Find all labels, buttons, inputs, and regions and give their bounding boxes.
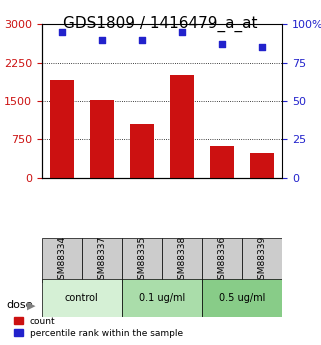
Text: ▶: ▶ — [27, 300, 36, 310]
FancyBboxPatch shape — [202, 238, 242, 283]
Text: dose: dose — [6, 300, 33, 310]
Text: control: control — [65, 294, 99, 303]
Bar — [130, 124, 154, 178]
Point — [100, 37, 105, 42]
FancyBboxPatch shape — [42, 238, 82, 283]
Bar — [210, 146, 234, 178]
Bar — [250, 153, 274, 178]
Text: 0.1 ug/ml: 0.1 ug/ml — [139, 294, 185, 303]
Legend: count, percentile rank within the sample: count, percentile rank within the sample — [11, 314, 186, 341]
Text: GSM88336: GSM88336 — [218, 236, 227, 285]
FancyBboxPatch shape — [122, 279, 202, 317]
FancyBboxPatch shape — [202, 279, 282, 317]
Point — [59, 29, 64, 34]
FancyBboxPatch shape — [242, 238, 282, 283]
Text: GSM88335: GSM88335 — [137, 236, 147, 285]
Bar — [170, 75, 194, 178]
Bar — [50, 80, 74, 178]
FancyBboxPatch shape — [42, 279, 122, 317]
Point — [260, 45, 265, 50]
Bar — [90, 100, 114, 178]
Point — [140, 37, 145, 42]
Text: GDS1809 / 1416479_a_at: GDS1809 / 1416479_a_at — [63, 16, 258, 32]
Text: GSM88339: GSM88339 — [258, 236, 267, 285]
Text: GSM88337: GSM88337 — [97, 236, 107, 285]
Point — [220, 41, 225, 47]
FancyBboxPatch shape — [162, 238, 202, 283]
Point — [180, 29, 185, 34]
FancyBboxPatch shape — [82, 238, 122, 283]
Text: GSM88338: GSM88338 — [178, 236, 187, 285]
FancyBboxPatch shape — [122, 238, 162, 283]
Text: GSM88334: GSM88334 — [57, 236, 66, 285]
Text: 0.5 ug/ml: 0.5 ug/ml — [219, 294, 265, 303]
